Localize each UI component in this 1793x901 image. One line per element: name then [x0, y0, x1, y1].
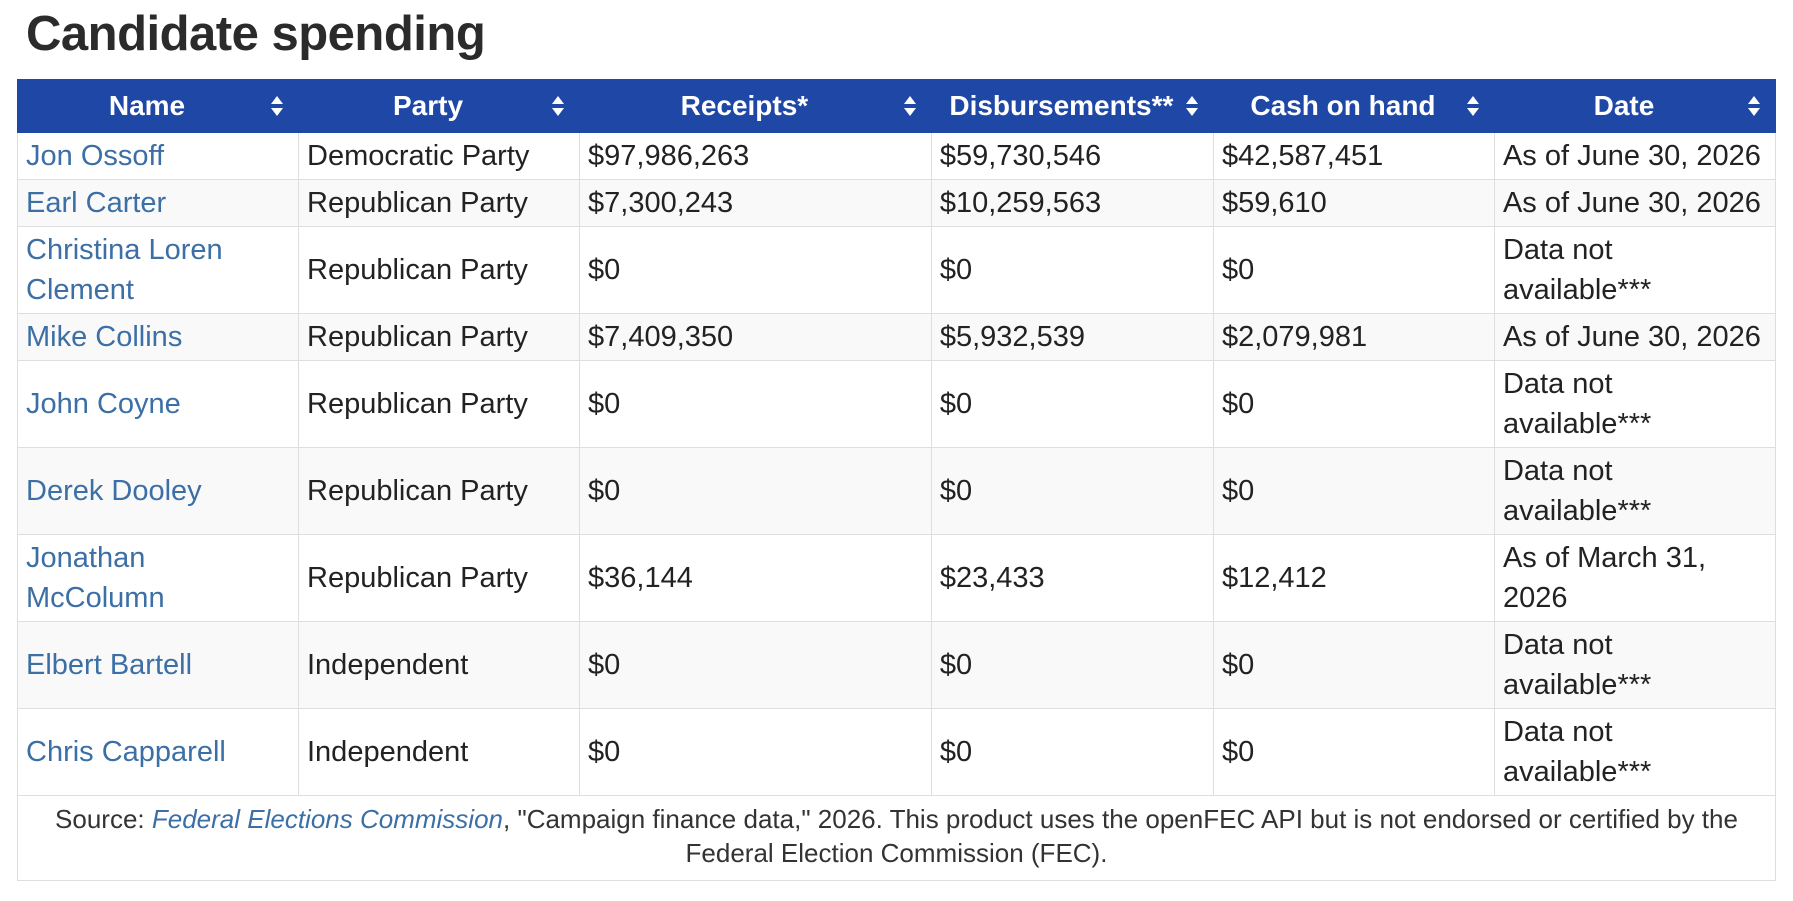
- column-header-label: Receipts*: [680, 90, 809, 121]
- sort-icon[interactable]: [903, 95, 917, 117]
- cell-cash-on-hand: $59,610: [1212, 179, 1495, 227]
- table-row: John Coyne Republican Party $0 $0 $0 Dat…: [17, 360, 1777, 448]
- cell-cash-on-hand: $0: [1212, 226, 1495, 314]
- column-header-date[interactable]: Date: [1493, 79, 1777, 133]
- cell-disbursements: $5,932,539: [930, 313, 1214, 361]
- cell-date: As of March 31, 2026: [1493, 534, 1777, 622]
- cell-receipts: $7,409,350: [579, 313, 932, 361]
- cell-name: Mike Collins: [17, 313, 299, 361]
- cell-receipts: $0: [579, 621, 932, 709]
- cell-disbursements: $0: [930, 708, 1214, 796]
- column-header-cash-on-hand[interactable]: Cash on hand: [1212, 79, 1495, 133]
- source-prefix: Source:: [55, 804, 152, 834]
- candidate-link[interactable]: Derek Dooley: [26, 475, 202, 507]
- cell-disbursements: $0: [930, 447, 1214, 535]
- cell-date: Data not available***: [1493, 708, 1777, 796]
- cell-disbursements: $0: [930, 226, 1214, 314]
- cell-disbursements: $0: [930, 621, 1214, 709]
- cell-name: Chris Capparell: [17, 708, 299, 796]
- candidate-link[interactable]: Jonathan McColumn: [26, 542, 165, 614]
- sort-icon[interactable]: [270, 95, 284, 117]
- cell-party: Republican Party: [298, 313, 580, 361]
- cell-party: Republican Party: [298, 447, 580, 535]
- column-header-label: Date: [1593, 90, 1655, 121]
- cell-date: Data not available***: [1493, 226, 1777, 314]
- source-link[interactable]: Federal Elections Commission: [151, 804, 504, 834]
- candidate-link[interactable]: Christina Loren Clement: [26, 234, 223, 306]
- cell-name: Elbert Bartell: [17, 621, 299, 709]
- cell-disbursements: $0: [930, 360, 1214, 448]
- cell-name: John Coyne: [17, 360, 299, 448]
- table-row: Derek Dooley Republican Party $0 $0 $0 D…: [17, 447, 1777, 535]
- column-header-label: Name: [108, 90, 186, 121]
- cell-disbursements: $59,730,546: [930, 132, 1214, 180]
- cell-date: Data not available***: [1493, 360, 1777, 448]
- table-row: Christina Loren Clement Republican Party…: [17, 226, 1777, 314]
- cell-receipts: $0: [579, 226, 932, 314]
- table-row: Mike Collins Republican Party $7,409,350…: [17, 313, 1777, 361]
- table-row: Jon Ossoff Democratic Party $97,986,263 …: [17, 132, 1777, 180]
- sort-icon[interactable]: [1185, 95, 1199, 117]
- cell-party: Republican Party: [298, 179, 580, 227]
- page-title: Candidate spending: [26, 7, 486, 61]
- source-suffix: , "Campaign finance data," 2026. This pr…: [503, 804, 1738, 868]
- candidate-link[interactable]: Mike Collins: [26, 321, 183, 353]
- cell-receipts: $97,986,263: [579, 132, 932, 180]
- column-header-receipts[interactable]: Receipts*: [579, 79, 932, 133]
- cell-date: Data not available***: [1493, 621, 1777, 709]
- column-header-name[interactable]: Name: [17, 79, 299, 133]
- column-header-label: Cash on hand: [1250, 90, 1436, 121]
- cell-cash-on-hand: $0: [1212, 708, 1495, 796]
- table-header-row: Name Party Receipts* Disbursements** Cas…: [17, 79, 1777, 133]
- cell-party: Republican Party: [298, 360, 580, 448]
- cell-cash-on-hand: $12,412: [1212, 534, 1495, 622]
- column-header-party[interactable]: Party: [298, 79, 580, 133]
- column-header-label: Party: [392, 90, 464, 121]
- cell-date: As of June 30, 2026: [1493, 132, 1777, 180]
- cell-cash-on-hand: $0: [1212, 360, 1495, 448]
- cell-party: Republican Party: [298, 534, 580, 622]
- cell-cash-on-hand: $0: [1212, 447, 1495, 535]
- cell-receipts: $36,144: [579, 534, 932, 622]
- cell-disbursements: $23,433: [930, 534, 1214, 622]
- sort-icon[interactable]: [1747, 95, 1761, 117]
- cell-receipts: $7,300,243: [579, 179, 932, 227]
- table-row: Elbert Bartell Independent $0 $0 $0 Data…: [17, 621, 1777, 709]
- candidate-spending-table: Name Party Receipts* Disbursements** Cas…: [17, 79, 1777, 881]
- table-row: Earl Carter Republican Party $7,300,243 …: [17, 179, 1777, 227]
- cell-name: Derek Dooley: [17, 447, 299, 535]
- cell-party: Democratic Party: [298, 132, 580, 180]
- candidate-link[interactable]: Jon Ossoff: [26, 140, 165, 172]
- cell-party: Independent: [298, 621, 580, 709]
- cell-date: Data not available***: [1493, 447, 1777, 535]
- column-header-disbursements[interactable]: Disbursements**: [930, 79, 1214, 133]
- cell-receipts: $0: [579, 708, 932, 796]
- cell-disbursements: $10,259,563: [930, 179, 1214, 227]
- cell-receipts: $0: [579, 447, 932, 535]
- cell-name: Jonathan McColumn: [17, 534, 299, 622]
- column-header-label: Disbursements**: [949, 90, 1174, 121]
- cell-date: As of June 30, 2026: [1493, 313, 1777, 361]
- cell-name: Jon Ossoff: [17, 132, 299, 180]
- cell-cash-on-hand: $42,587,451: [1212, 132, 1495, 180]
- source-row: Source: Federal Elections Commission, "C…: [17, 795, 1776, 881]
- cell-cash-on-hand: $2,079,981: [1212, 313, 1495, 361]
- source-note: Source: Federal Elections Commission, "C…: [17, 795, 1776, 881]
- table-row: Jonathan McColumn Republican Party $36,1…: [17, 534, 1777, 622]
- cell-name: Christina Loren Clement: [17, 226, 299, 314]
- cell-party: Republican Party: [298, 226, 580, 314]
- candidate-link[interactable]: Chris Capparell: [26, 736, 226, 768]
- cell-cash-on-hand: $0: [1212, 621, 1495, 709]
- table-row: Chris Capparell Independent $0 $0 $0 Dat…: [17, 708, 1777, 796]
- cell-date: As of June 30, 2026: [1493, 179, 1777, 227]
- cell-receipts: $0: [579, 360, 932, 448]
- sort-icon[interactable]: [1466, 95, 1480, 117]
- candidate-link[interactable]: Earl Carter: [26, 187, 167, 219]
- candidate-link[interactable]: Elbert Bartell: [26, 649, 193, 681]
- candidate-link[interactable]: John Coyne: [26, 388, 181, 420]
- cell-name: Earl Carter: [17, 179, 299, 227]
- sort-icon[interactable]: [551, 95, 565, 117]
- cell-party: Independent: [298, 708, 580, 796]
